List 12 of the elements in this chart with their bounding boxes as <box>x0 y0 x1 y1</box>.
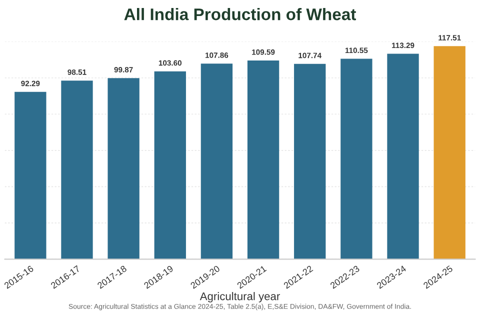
bar <box>154 71 186 260</box>
bar <box>61 80 93 260</box>
x-axis-title: Agricultural year <box>200 292 280 302</box>
bar <box>108 78 140 260</box>
bar <box>247 60 280 260</box>
chart-title: All India Production of Wheat <box>124 8 356 20</box>
bar <box>434 46 466 260</box>
bar <box>200 64 233 260</box>
bar <box>294 64 326 260</box>
bar <box>14 92 46 260</box>
bar <box>340 58 372 260</box>
bar <box>387 54 419 260</box>
